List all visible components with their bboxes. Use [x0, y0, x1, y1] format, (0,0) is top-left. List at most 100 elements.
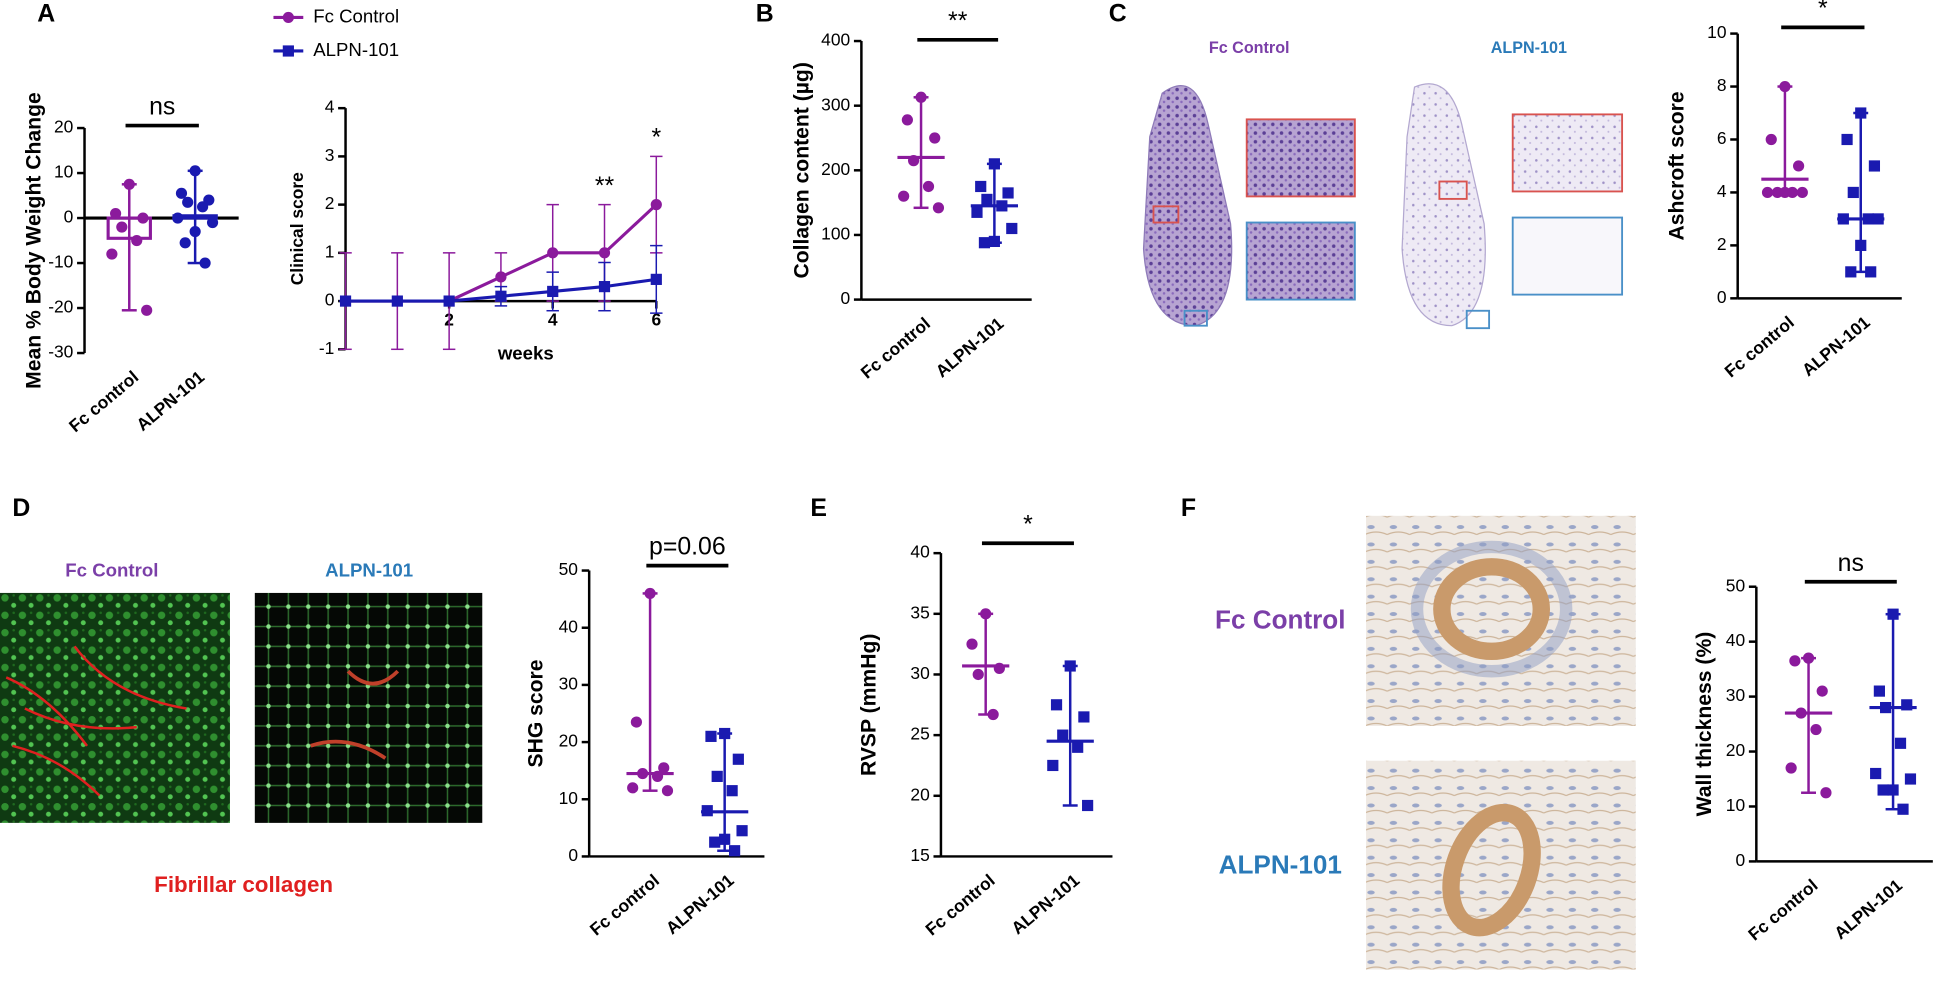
- x-tick-label: ALPN-101: [132, 366, 208, 434]
- image-label: ALPN-101: [1491, 39, 1567, 57]
- y-tick-label: -20: [48, 297, 73, 317]
- point: [123, 178, 135, 190]
- y-axis-label: Ashcroft score: [1666, 91, 1689, 240]
- point: [189, 165, 201, 177]
- significance-label: **: [948, 8, 968, 35]
- point: [598, 247, 611, 259]
- point: [106, 248, 118, 260]
- point: [1855, 239, 1867, 251]
- point: [1047, 759, 1059, 772]
- ihc-f: Fc Control ALPN-101: [1215, 515, 1636, 970]
- point: [709, 836, 721, 848]
- point: [1820, 787, 1832, 799]
- point: [732, 753, 744, 765]
- point: [971, 206, 983, 218]
- point: [1785, 762, 1797, 774]
- legend-label: ALPN-101: [313, 39, 399, 60]
- point: [719, 727, 731, 740]
- x-tick-label: Fc control: [586, 870, 663, 939]
- image-label: ALPN-101: [325, 560, 413, 581]
- point: [627, 782, 639, 794]
- legend-label: Fc Control: [313, 5, 399, 26]
- y-tick-label: 0: [64, 207, 74, 227]
- point: [661, 785, 674, 797]
- panel-letter: F: [1181, 495, 1196, 522]
- x-tick-label: Fc control: [1721, 312, 1798, 381]
- image-label: Fc Control: [65, 560, 158, 581]
- y-tick-label: 100: [821, 224, 850, 244]
- point: [966, 638, 978, 650]
- x-tick-label: Fc control: [1744, 875, 1821, 944]
- point: [644, 587, 656, 600]
- point: [981, 193, 993, 205]
- legend-marker: [282, 11, 294, 24]
- point: [898, 190, 910, 202]
- significance-label: ns: [1838, 550, 1864, 577]
- point: [443, 295, 455, 307]
- panel-letter: D: [12, 495, 30, 522]
- y-tick-label: 400: [821, 30, 850, 50]
- significance-label: ns: [149, 94, 175, 121]
- point: [1064, 660, 1076, 672]
- y-tick-label: 40: [1726, 630, 1745, 650]
- point: [996, 200, 1008, 212]
- y-tick-label: 0: [325, 290, 335, 310]
- microscopy-d: Fc Control ALPN-101 Fibrillar collagen: [0, 560, 483, 897]
- point: [189, 225, 201, 238]
- point: [978, 237, 991, 249]
- y-tick-label: 30: [559, 674, 578, 694]
- point: [975, 180, 987, 193]
- point: [137, 212, 149, 224]
- point: [1816, 685, 1828, 697]
- point: [1841, 133, 1853, 146]
- panel-letter: E: [810, 495, 827, 522]
- y-axis-label: SHG score: [525, 659, 548, 767]
- x-tick-label: ALPN-101: [1798, 312, 1874, 380]
- y-tick-label: 50: [559, 559, 578, 579]
- x-tick-label: Fc control: [857, 313, 934, 382]
- point: [932, 202, 945, 214]
- y-axis-label: Collagen content (µg): [791, 62, 814, 278]
- x-tick-label: 6: [651, 310, 661, 330]
- y-tick-label: 30: [1726, 685, 1745, 705]
- point: [1862, 213, 1874, 225]
- point: [182, 196, 194, 208]
- y-tick-label: 6: [1717, 128, 1727, 148]
- y-tick-label: 20: [1726, 740, 1745, 760]
- point: [547, 247, 559, 259]
- y-tick-label: 2: [325, 193, 335, 213]
- point: [637, 767, 649, 780]
- y-tick-label: 2: [1717, 234, 1727, 254]
- x-axis-label: weeks: [497, 342, 554, 363]
- point: [1880, 701, 1892, 714]
- x-tick-label: Fc control: [921, 870, 998, 939]
- significance-label: **: [595, 173, 615, 200]
- y-tick-label: 0: [1735, 850, 1745, 870]
- point: [1855, 107, 1867, 119]
- point: [1872, 213, 1884, 225]
- point: [1789, 655, 1801, 667]
- y-tick-label: 20: [559, 731, 578, 751]
- significance-label: p=0.06: [649, 534, 726, 561]
- y-tick-label: 20: [54, 117, 73, 137]
- point: [1901, 699, 1913, 711]
- image-label: Fc Control: [1215, 604, 1345, 634]
- point: [1795, 707, 1807, 719]
- point: [1868, 160, 1881, 172]
- x-tick-label: ALPN-101: [662, 870, 738, 938]
- point: [719, 833, 731, 845]
- histology-c: Fc Control ALPN-101: [1142, 39, 1624, 330]
- point: [726, 785, 738, 797]
- point: [922, 180, 935, 193]
- image-label: Fc Control: [1209, 39, 1290, 57]
- y-tick-label: 40: [910, 542, 929, 562]
- point: [1779, 80, 1791, 93]
- point: [1887, 608, 1899, 620]
- y-tick-label: 10: [1707, 22, 1726, 42]
- point: [1865, 266, 1877, 278]
- point: [988, 158, 1000, 170]
- y-tick-label: 25: [910, 724, 929, 744]
- point: [391, 295, 403, 307]
